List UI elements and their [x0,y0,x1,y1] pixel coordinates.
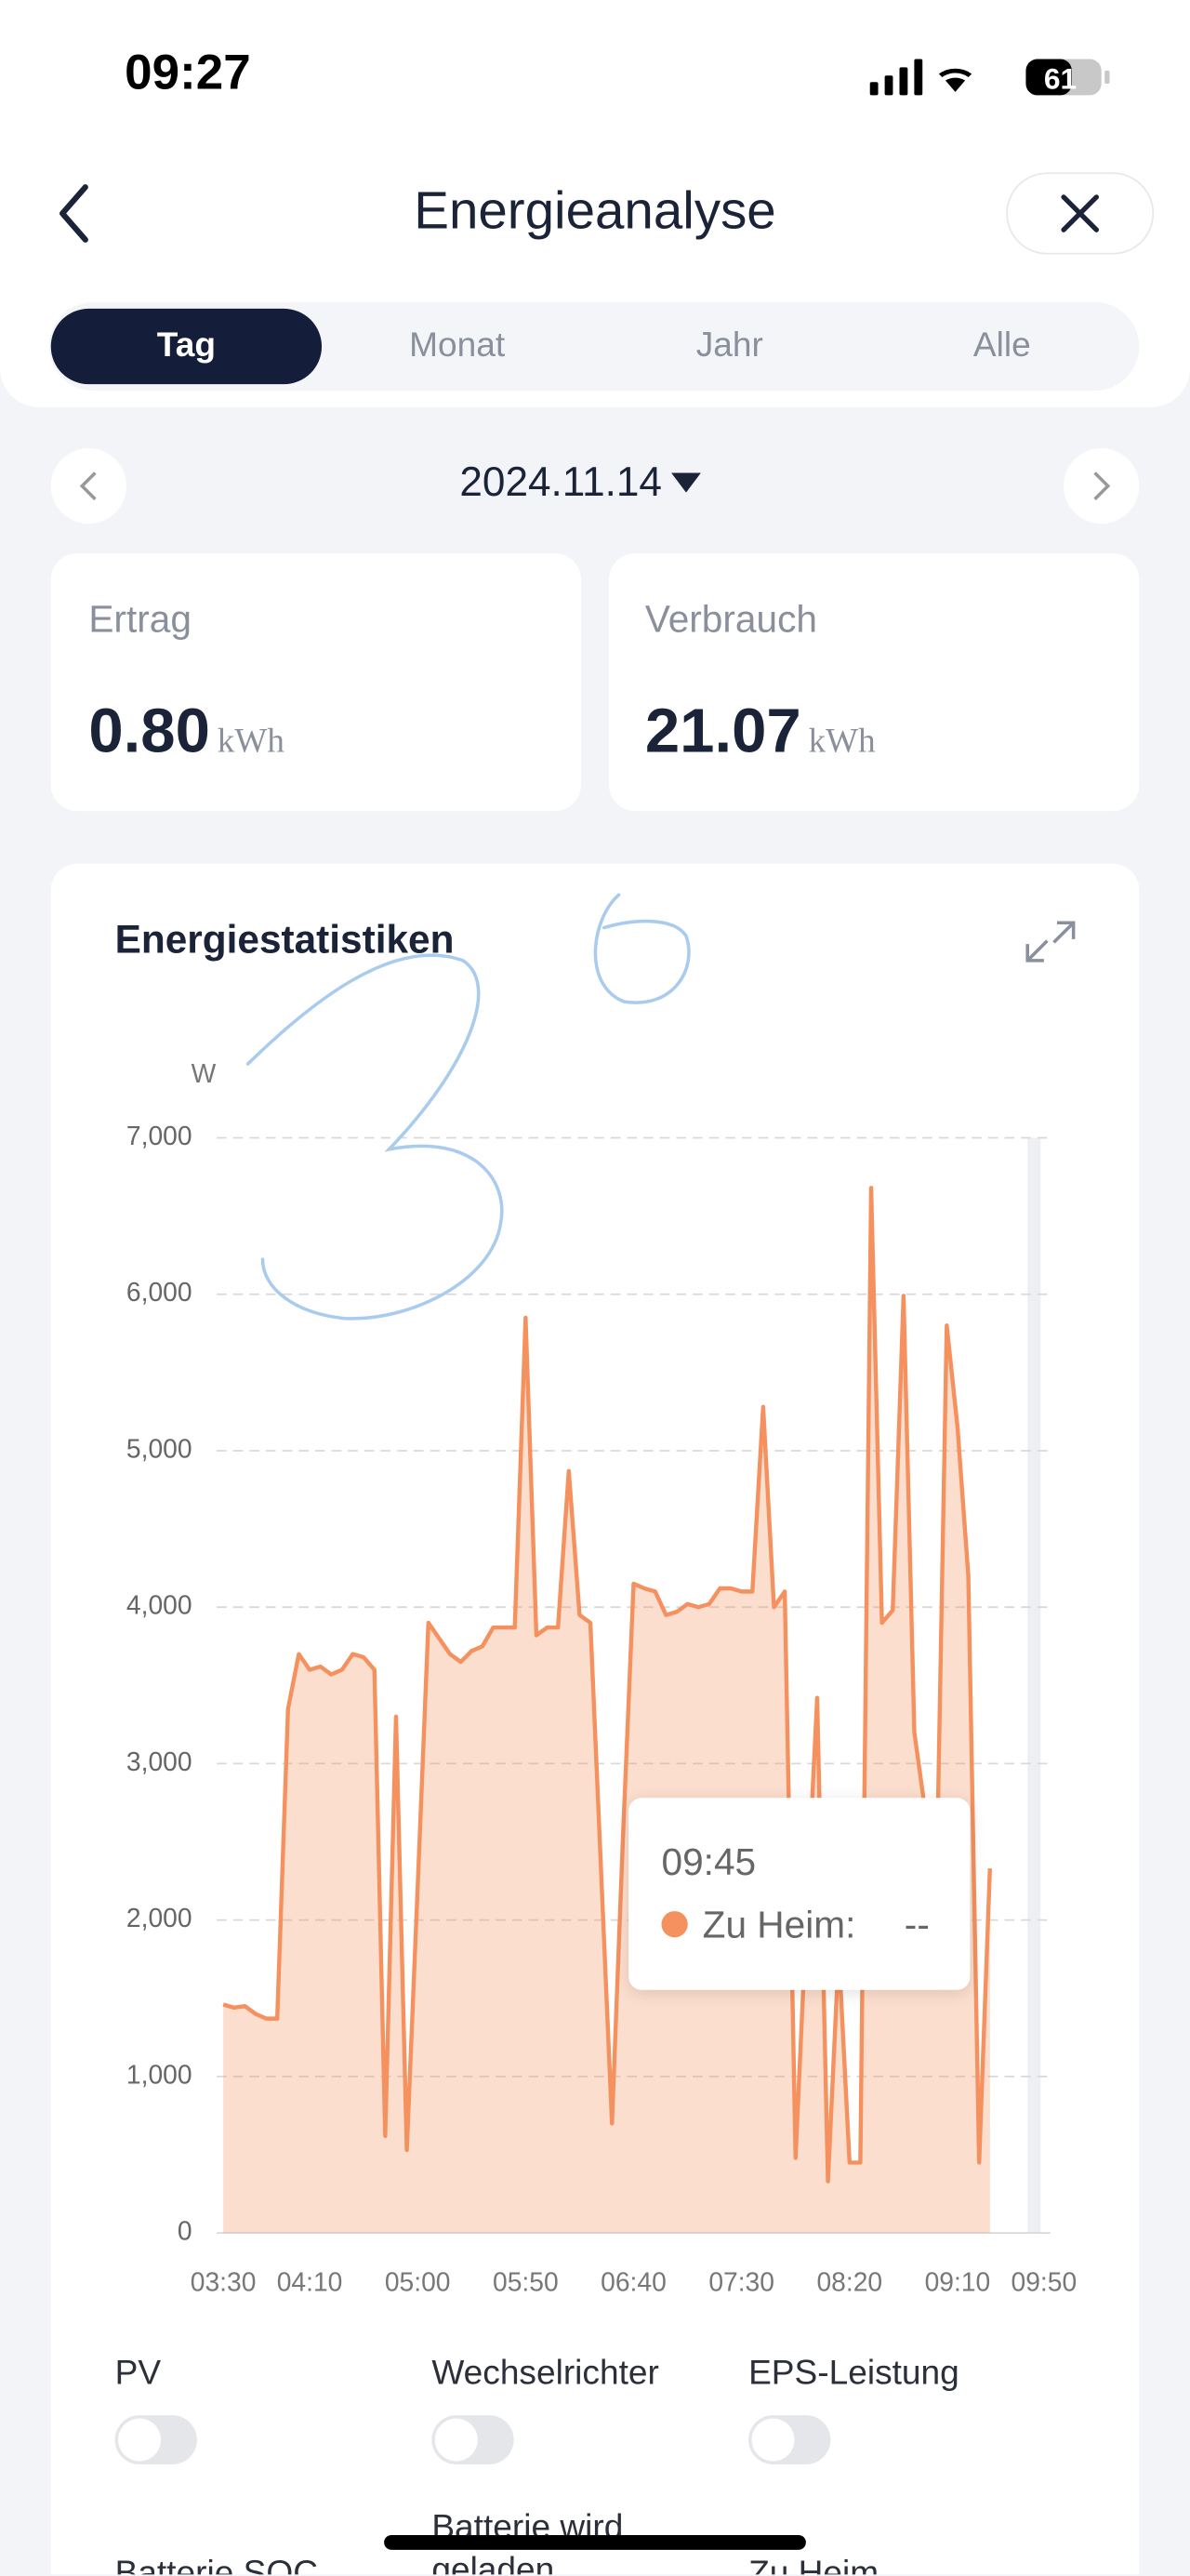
tooltip-value: -- [904,1903,930,1946]
x-tick-label: 05:50 [493,2266,559,2296]
line [222,1186,992,2184]
scribble [245,893,691,1321]
tab[interactable]: Tag [156,326,216,365]
x-tick-label: 08:20 [816,2266,882,2296]
yield-card: Ertrag 0.80 kWh [50,552,581,812]
chart-title: Energiestatistiken [115,918,455,962]
battery-level: 61 [1044,61,1077,95]
page-title: Energieanalyse [414,180,776,240]
card-unit: kWh [808,721,876,761]
status-time: 09:27 [125,46,251,100]
card-label: Ertrag [88,597,192,641]
x-tick-label: 09:10 [925,2266,991,2296]
card-value: 0.80 [88,697,210,767]
consumption-card: Verbrauch 21.07 kWh [609,552,1140,812]
toggle[interactable] [748,2415,831,2465]
y-tick-label: 5,000 [126,1433,192,1463]
x-tick-label: 05:00 [385,2266,451,2296]
tooltip-marker [661,1911,688,1938]
y-axis-label: W [192,1058,217,1088]
y-tick-label: 0 [178,2216,192,2246]
tab[interactable]: Jahr [695,326,763,365]
status-icons: 61 [869,59,1110,96]
toggle-label: Zu Heim [748,2555,879,2575]
date: 2024.11.14 [459,459,663,506]
y-tick-label: 3,000 [126,1746,192,1776]
back-button[interactable] [49,180,99,246]
y-tick-label: 1,000 [126,2059,192,2089]
tab-active-bg [50,308,323,385]
close-button[interactable] [1006,172,1155,255]
toggle-label: Batterie SOC [114,2555,319,2575]
card-label: Verbrauch [644,597,817,641]
tab[interactable]: Monat [409,326,506,365]
toggle-label: PV [114,2354,162,2393]
expand-icon[interactable] [1025,921,1076,963]
home-indicator [384,2534,806,2550]
x-tick-label: 07:30 [708,2266,774,2296]
toggle-label: Wechselrichter [431,2354,659,2393]
toggle[interactable] [431,2415,514,2465]
y-tick-label: 2,000 [126,1903,192,1932]
tooltip-label: Zu Heim: [702,1903,856,1946]
date-picker[interactable]: 2024.11.14 [459,459,705,507]
hover-indicator [1027,1137,1041,2234]
y-tick-label: 6,000 [126,1277,192,1307]
card-unit: kWh [217,721,284,761]
tooltip-time: 09:45 [661,1840,757,1884]
y-tick-label: 7,000 [126,1121,192,1150]
toggle-label: EPS-Leistung [748,2354,959,2393]
tab[interactable]: Alle [972,326,1031,365]
next-date[interactable] [1062,446,1141,525]
tooltip: 09:45 Zu Heim: -- [628,1798,971,1990]
x-tick-label: 09:50 [1012,2266,1078,2296]
x-tick-label: 04:10 [277,2266,343,2296]
card-value: 21.07 [644,697,801,767]
toggle[interactable] [114,2415,197,2465]
x-tick-label: 03:30 [191,2266,257,2296]
prev-date[interactable] [49,446,128,525]
y-tick-label: 4,000 [126,1590,192,1620]
x-tick-label: 06:40 [601,2266,667,2296]
